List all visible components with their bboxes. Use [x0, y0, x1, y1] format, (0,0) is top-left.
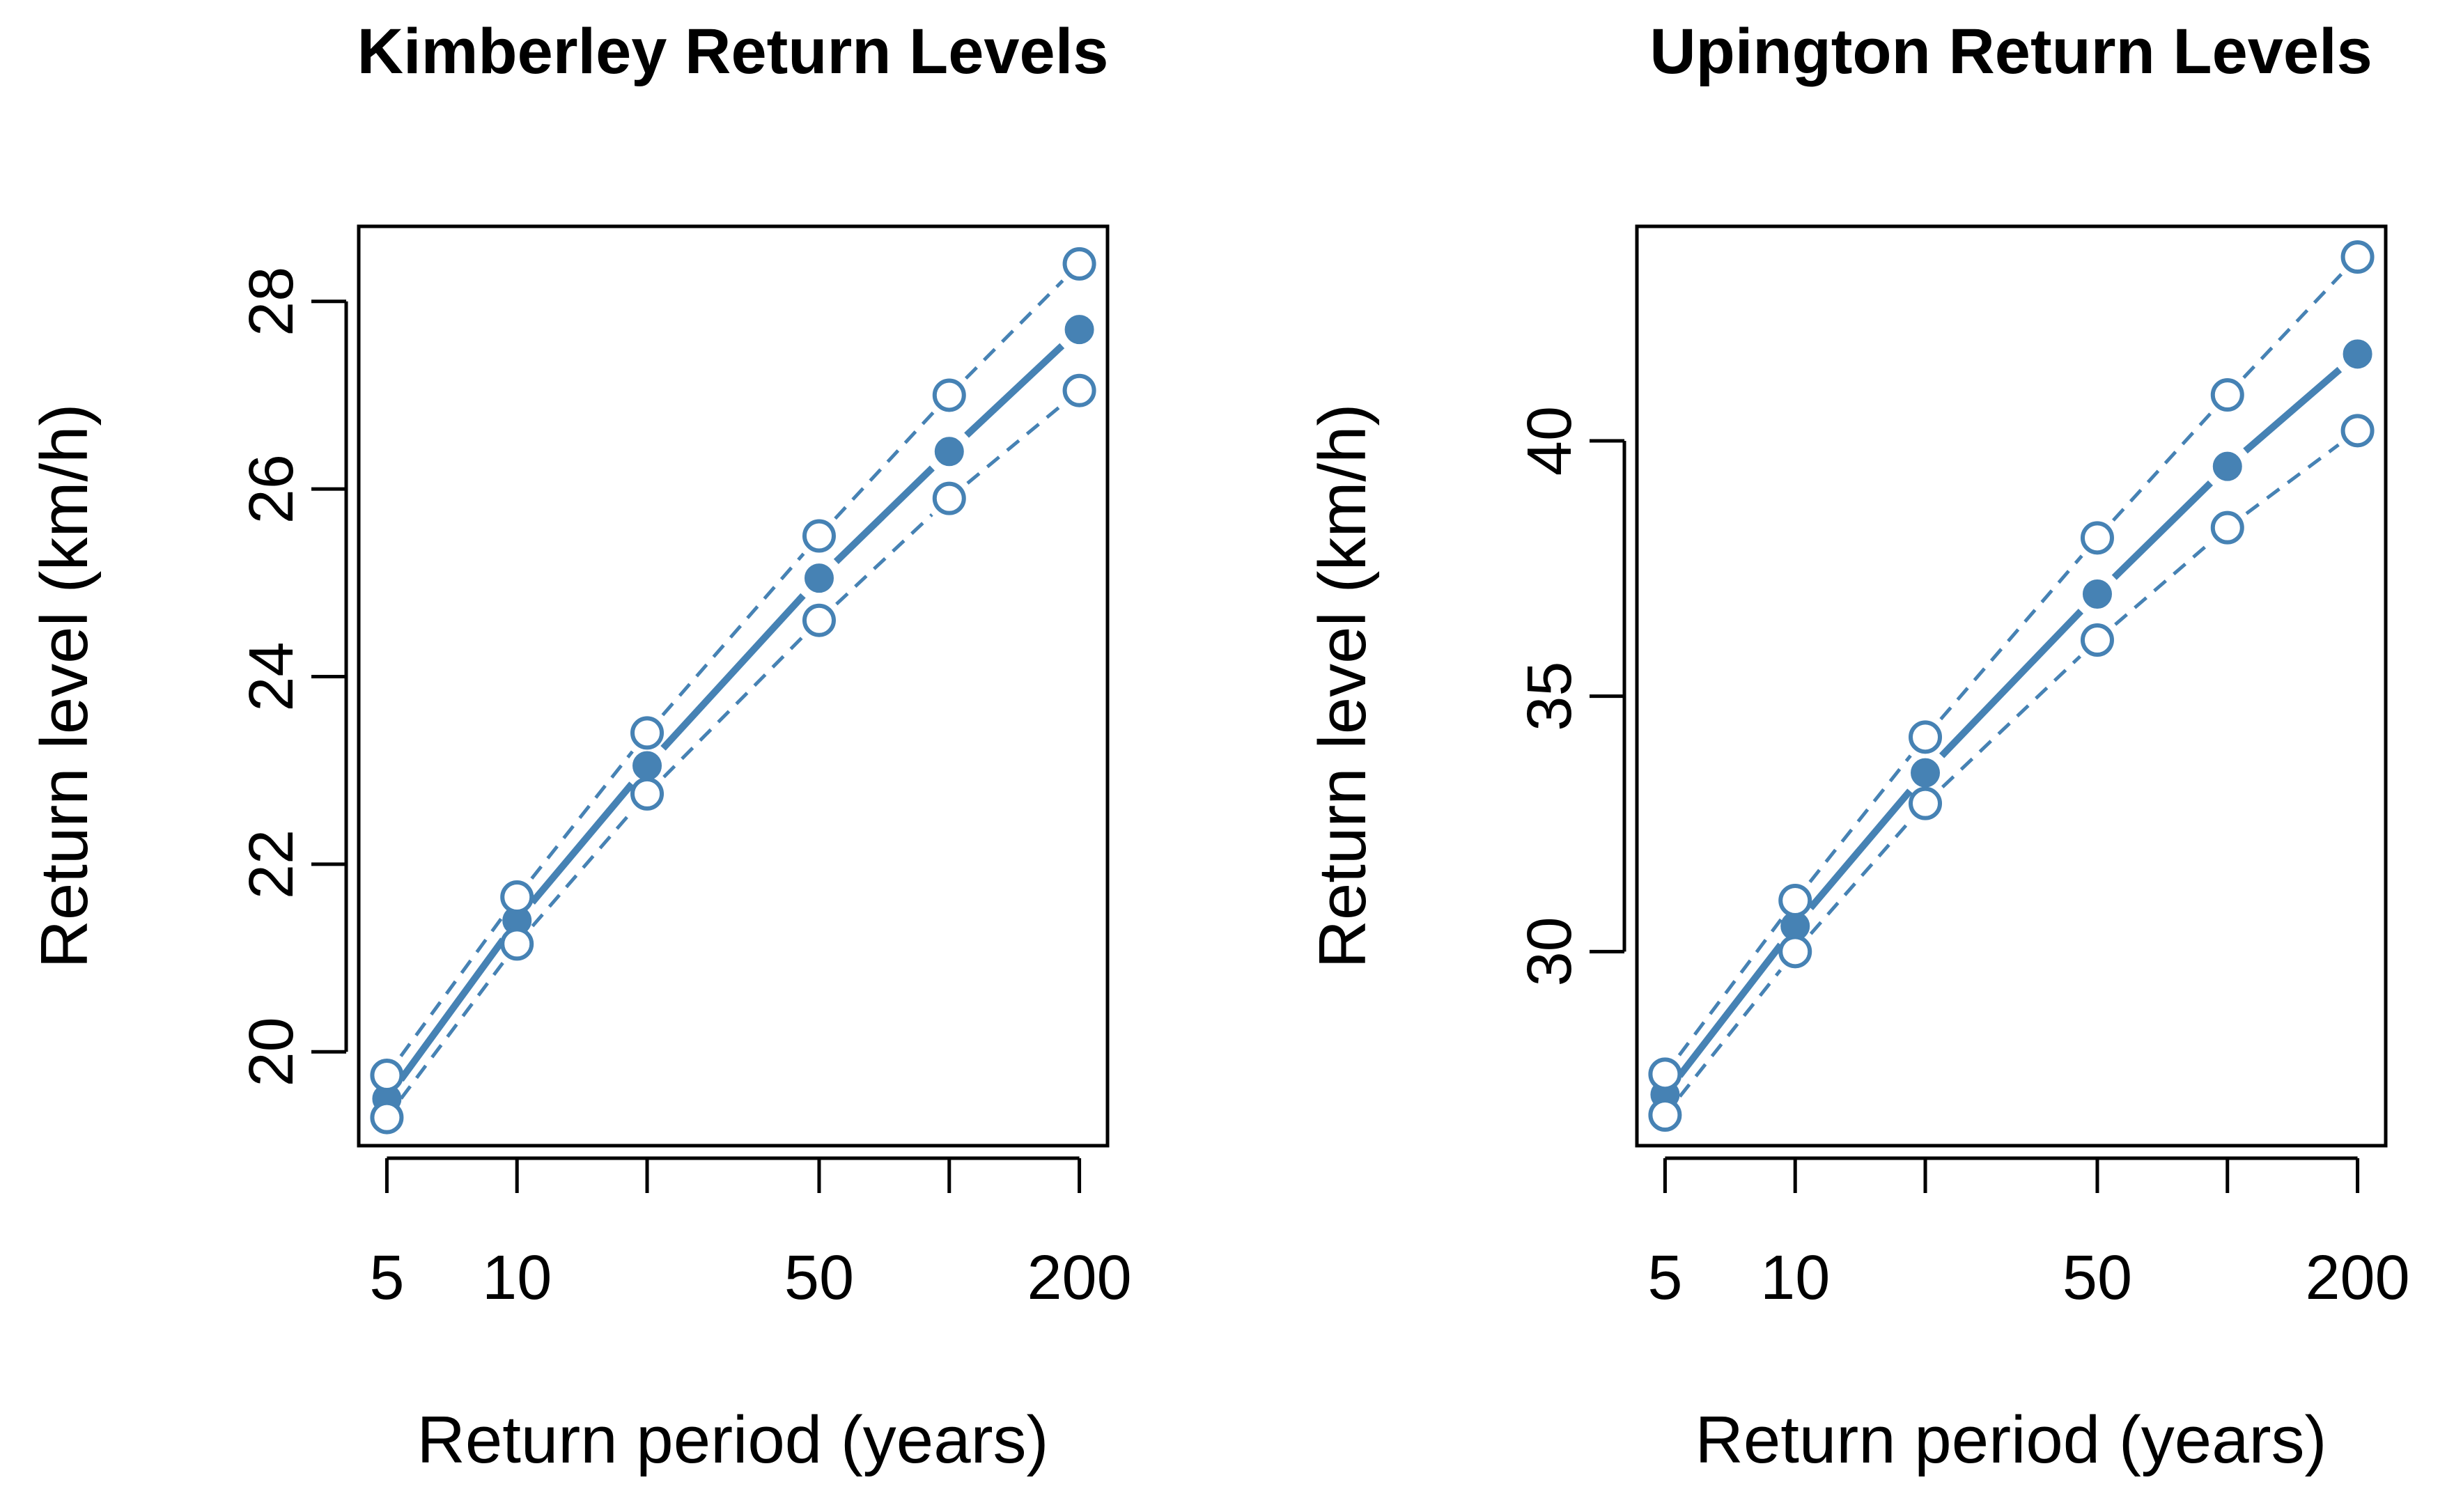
- series-lower: [370, 373, 1096, 1135]
- x-tick-label: 50: [784, 1243, 854, 1313]
- estimate-segment: [2243, 366, 2343, 454]
- series-lower: [1648, 414, 2375, 1132]
- y-tick-label: 22: [237, 829, 306, 899]
- upper-point: [2340, 240, 2375, 274]
- upper-point: [932, 378, 966, 412]
- lower-point: [2080, 623, 2114, 657]
- upper-point: [2080, 521, 2114, 555]
- estimate-point: [804, 563, 834, 593]
- estimate-segment: [2111, 480, 2214, 580]
- y-tick-label: 26: [237, 454, 306, 524]
- upper-point: [1648, 1057, 1682, 1091]
- lower-segment: [399, 962, 504, 1100]
- estimate-point: [1064, 315, 1094, 345]
- lower-point: [802, 603, 836, 637]
- upper-segment: [399, 915, 505, 1057]
- lower-segment: [966, 404, 1063, 485]
- lower-point: [1778, 935, 1812, 969]
- estimate-segment: [529, 781, 635, 905]
- estimate-segment: [1677, 942, 1784, 1078]
- plot-frame: [1635, 224, 2388, 1148]
- estimate-segment: [964, 343, 1065, 438]
- estimate-segment: [833, 465, 935, 564]
- upington-panel: Upington Return Levels Return period (ye…: [1305, 16, 2410, 1477]
- estimate-point: [2082, 579, 2112, 609]
- lower-point: [630, 777, 665, 811]
- series-upper: [1648, 240, 2375, 1091]
- upper-point: [1062, 247, 1096, 281]
- upper-segment: [1939, 554, 2083, 721]
- x-axis-label: Return period (years): [1695, 1403, 2326, 1477]
- y-tick-label: 40: [1515, 406, 1585, 476]
- lower-segment: [2245, 443, 2340, 515]
- lower-point: [932, 481, 966, 515]
- x-tick-label: 5: [369, 1243, 404, 1313]
- lower-point: [1062, 373, 1096, 407]
- x-tick-label: 200: [1027, 1243, 1131, 1313]
- lower-segment: [1941, 655, 2082, 789]
- upper-segment: [1677, 918, 1782, 1057]
- x-tick-label: 10: [1760, 1243, 1830, 1313]
- upper-segment: [661, 552, 805, 717]
- upper-point: [370, 1058, 404, 1092]
- lower-point: [370, 1100, 404, 1135]
- upper-point: [1778, 884, 1812, 917]
- estimate-segment: [660, 593, 806, 751]
- upper-segment: [964, 279, 1064, 380]
- y-tick-label: 30: [1515, 917, 1585, 986]
- lower-segment: [1678, 969, 1782, 1098]
- upper-segment: [530, 750, 634, 880]
- lower-segment: [662, 636, 804, 779]
- y-axis-label: Return level (km/h): [1305, 404, 1380, 969]
- x-tick-label: 10: [482, 1243, 552, 1313]
- upper-segment: [1808, 754, 1912, 883]
- estimate-segment: [1808, 788, 1913, 910]
- estimate-point: [2212, 451, 2242, 481]
- upper-point: [802, 519, 836, 553]
- x-tick-label: 200: [2305, 1243, 2409, 1313]
- upper-point: [1909, 720, 1943, 754]
- chart-title: Kimberley Return Levels: [357, 16, 1109, 87]
- lower-point: [1909, 786, 1943, 820]
- series-estimate: [1650, 339, 2372, 1109]
- kimberley-panel: Kimberley Return Levels Return period (y…: [27, 16, 1132, 1477]
- lower-point: [1648, 1098, 1682, 1132]
- x-axis-label: Return period (years): [417, 1403, 1048, 1477]
- plot-frame: [357, 224, 1110, 1148]
- y-tick-label: 24: [237, 641, 306, 711]
- series-upper: [370, 247, 1096, 1092]
- y-axis-label: Return level (km/h): [27, 404, 102, 969]
- series-estimate: [372, 315, 1094, 1114]
- estimate-point: [2343, 339, 2372, 369]
- estimate-segment: [1939, 609, 2084, 758]
- upper-point: [630, 716, 665, 750]
- chart-title: Upington Return Levels: [1649, 16, 2372, 87]
- upper-point: [2210, 378, 2244, 412]
- estimate-point: [1911, 758, 1941, 788]
- x-tick-label: 5: [1647, 1243, 1682, 1313]
- upper-point: [500, 880, 534, 914]
- lower-segment: [2114, 541, 2211, 626]
- y-tick-label: 35: [1515, 662, 1585, 731]
- estimate-segment: [398, 937, 506, 1082]
- lower-point: [500, 927, 534, 961]
- x-tick-label: 50: [2063, 1243, 2132, 1313]
- estimate-point: [934, 437, 964, 467]
- y-tick-label: 28: [237, 267, 306, 336]
- lower-point: [2340, 414, 2375, 448]
- y-tick-label: 20: [237, 1017, 306, 1086]
- lower-segment: [835, 513, 933, 606]
- estimate-point: [632, 751, 662, 781]
- lower-point: [2210, 511, 2244, 545]
